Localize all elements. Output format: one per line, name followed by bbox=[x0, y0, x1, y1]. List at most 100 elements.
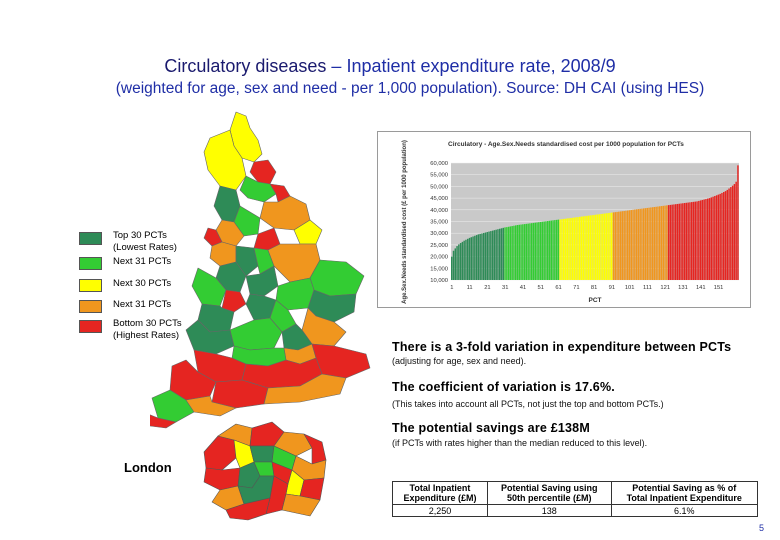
chart-bar bbox=[454, 248, 457, 280]
note-savings-detail: (if PCTs with rates higher than the medi… bbox=[392, 438, 648, 448]
chart-bar bbox=[692, 201, 695, 280]
slide-subtitle: (weighted for age, sex and need - per 1,… bbox=[115, 80, 705, 97]
chart-bar bbox=[705, 199, 707, 280]
chart-bar bbox=[520, 224, 522, 280]
table-header-row: Total Inpatient Expenditure (£M) Potentia… bbox=[392, 481, 758, 505]
chart-bar bbox=[577, 217, 579, 280]
chart-bar bbox=[623, 210, 625, 280]
map-region-west-midlands bbox=[221, 289, 247, 313]
chart-bar bbox=[696, 201, 698, 280]
chart-bar bbox=[627, 210, 629, 280]
chart-bar bbox=[525, 223, 528, 280]
chart-bar bbox=[563, 218, 565, 280]
chart-x-tick-label: 1 bbox=[450, 285, 453, 291]
map-region-east-yorkshire bbox=[293, 219, 323, 245]
map-region-cheshire bbox=[209, 241, 237, 267]
chart-bar bbox=[467, 238, 469, 280]
chart-bar bbox=[609, 212, 611, 280]
london-borough bbox=[203, 435, 237, 471]
chart-bar bbox=[715, 195, 718, 280]
chart-bar bbox=[653, 206, 656, 280]
chart-bar bbox=[682, 203, 684, 280]
chart-bar bbox=[495, 229, 497, 280]
england-pct-map bbox=[150, 111, 371, 429]
chart-bar bbox=[458, 244, 460, 280]
chart-bar bbox=[589, 215, 592, 280]
chart-x-tick-label: 21 bbox=[484, 285, 490, 291]
legend-label: Top 30 PCTs (Lowest Rates) bbox=[113, 230, 177, 253]
chart-bar bbox=[669, 204, 672, 280]
chart-bar bbox=[619, 211, 622, 280]
chart-bar bbox=[504, 227, 506, 280]
chart-bar bbox=[707, 198, 709, 280]
chart-bar bbox=[488, 231, 490, 280]
chart-y-tick-label: 40,000 bbox=[430, 208, 448, 214]
chart-bar bbox=[675, 204, 677, 280]
chart-bar bbox=[612, 212, 615, 280]
chart-y-tick-label: 20,000 bbox=[430, 255, 448, 261]
table-cell: 2,250 bbox=[392, 504, 488, 517]
title-accent: Inpatient expenditure rate, 2008/9 bbox=[346, 56, 616, 76]
chart-y-axis-label: Age.Sex.Needs standardised cost (£ per 1… bbox=[402, 140, 408, 304]
table-cell: 6.1% bbox=[610, 504, 758, 517]
legend-swatch-red bbox=[79, 320, 102, 333]
legend-label: Bottom 30 PCTs (Highest Rates) bbox=[113, 318, 182, 341]
legend-label: Next 30 PCTs bbox=[113, 278, 172, 289]
chart-bar bbox=[575, 217, 577, 280]
chart-bar bbox=[625, 210, 627, 280]
chart-x-tick-label: 11 bbox=[467, 285, 473, 291]
chart-bar bbox=[708, 198, 711, 280]
chart-bar bbox=[534, 222, 537, 280]
chart-y-tick-label: 35,000 bbox=[430, 220, 448, 226]
chart-bar bbox=[483, 232, 485, 280]
chart-bar bbox=[555, 219, 558, 280]
chart-bar bbox=[655, 206, 657, 280]
chart-bar bbox=[710, 197, 713, 280]
chart-bar bbox=[678, 203, 681, 280]
chart-bar bbox=[507, 226, 510, 280]
map-region-norfolk bbox=[309, 259, 365, 297]
chart-bar bbox=[500, 228, 503, 280]
london-borough bbox=[281, 493, 321, 517]
chart-bar bbox=[475, 235, 478, 280]
chart-bar bbox=[683, 203, 686, 280]
chart-bar bbox=[541, 221, 544, 280]
chart-bar bbox=[648, 207, 650, 280]
chart-x-tick-label: 41 bbox=[520, 285, 526, 291]
map-region-oxfordshire bbox=[229, 317, 283, 351]
chart-bar bbox=[486, 232, 489, 280]
chart-x-tick-label: 111 bbox=[643, 285, 652, 291]
table-row: 2,250 138 6.1% bbox=[392, 504, 758, 517]
chart-bar bbox=[616, 211, 618, 280]
chart-bar bbox=[543, 221, 545, 280]
table-header-cell: Potential Saving as % of Total Inpatient … bbox=[610, 481, 758, 505]
chart-bar bbox=[587, 215, 590, 280]
note-variation: There is a 3-fold variation in expenditu… bbox=[392, 340, 732, 354]
chart-bar bbox=[463, 240, 465, 280]
chart-bar bbox=[595, 214, 597, 280]
chart-bar bbox=[547, 221, 549, 280]
chart-bar bbox=[566, 218, 569, 280]
chart-bar bbox=[474, 235, 476, 280]
legend-swatch-yellow bbox=[79, 279, 102, 292]
chart-bar bbox=[657, 206, 659, 280]
chart-bar bbox=[554, 220, 556, 280]
chart-bar bbox=[591, 215, 593, 280]
chart-bar bbox=[659, 206, 661, 280]
chart-bar bbox=[694, 201, 697, 280]
chart-bar bbox=[650, 207, 652, 280]
chart-bar bbox=[714, 195, 716, 280]
chart-bar bbox=[603, 213, 606, 280]
chart-bar bbox=[618, 211, 620, 280]
chart-bar bbox=[580, 216, 583, 280]
chart-bar bbox=[490, 231, 492, 280]
chart-bar bbox=[660, 206, 663, 280]
chart-title: Circulatory - Age.Sex.Needs standardised… bbox=[448, 141, 684, 148]
chart-bar bbox=[586, 215, 588, 280]
legend-label: Next 31 PCTs bbox=[113, 256, 172, 267]
chart-bar bbox=[691, 202, 693, 280]
chart-bar bbox=[730, 187, 732, 280]
chart-x-tick-label: 151 bbox=[714, 285, 724, 291]
note-variation-detail: (adjusting for age, sex and need). bbox=[392, 356, 527, 366]
chart-bar bbox=[666, 205, 668, 280]
